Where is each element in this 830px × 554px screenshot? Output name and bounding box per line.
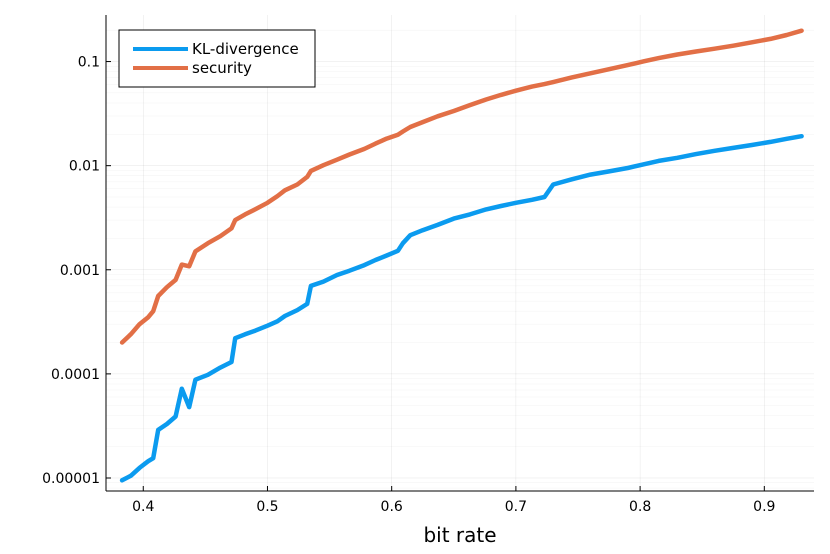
plot-lines (119, 28, 804, 483)
legend-box (118, 29, 316, 88)
y-tick-label: 0.0001 (51, 367, 100, 383)
series-line-security (119, 28, 804, 345)
x-axis-label: bit rate (423, 523, 496, 547)
series-line-kl-divergence (119, 133, 804, 483)
y-tick-label: 0.00001 (42, 471, 100, 487)
x-tick-label: 0.5 (256, 499, 278, 515)
y-tick-label: 0.001 (60, 263, 100, 279)
x-tick-label: 0.8 (629, 499, 651, 515)
y-ticks: 0.00001 0.0001 0.001 0.01 0.1 (42, 55, 111, 487)
x-tick-label: 0.4 (132, 499, 154, 515)
legend-label-kl-divergence: KL-divergence (192, 40, 299, 58)
major-grid (106, 15, 814, 491)
y-tick-label: 0.01 (69, 159, 100, 175)
x-tick-label: 0.6 (381, 499, 403, 515)
minor-grid (106, 29, 814, 489)
x-ticks: 0.4 0.5 0.6 0.7 0.8 0.9 (132, 486, 775, 515)
x-tick-label: 0.9 (753, 499, 775, 515)
legend-label-security: security (192, 59, 252, 77)
axes (105, 15, 814, 492)
legend: KL-divergence security (118, 29, 316, 88)
x-tick-label: 0.7 (505, 499, 527, 515)
y-tick-label: 0.1 (78, 55, 100, 71)
